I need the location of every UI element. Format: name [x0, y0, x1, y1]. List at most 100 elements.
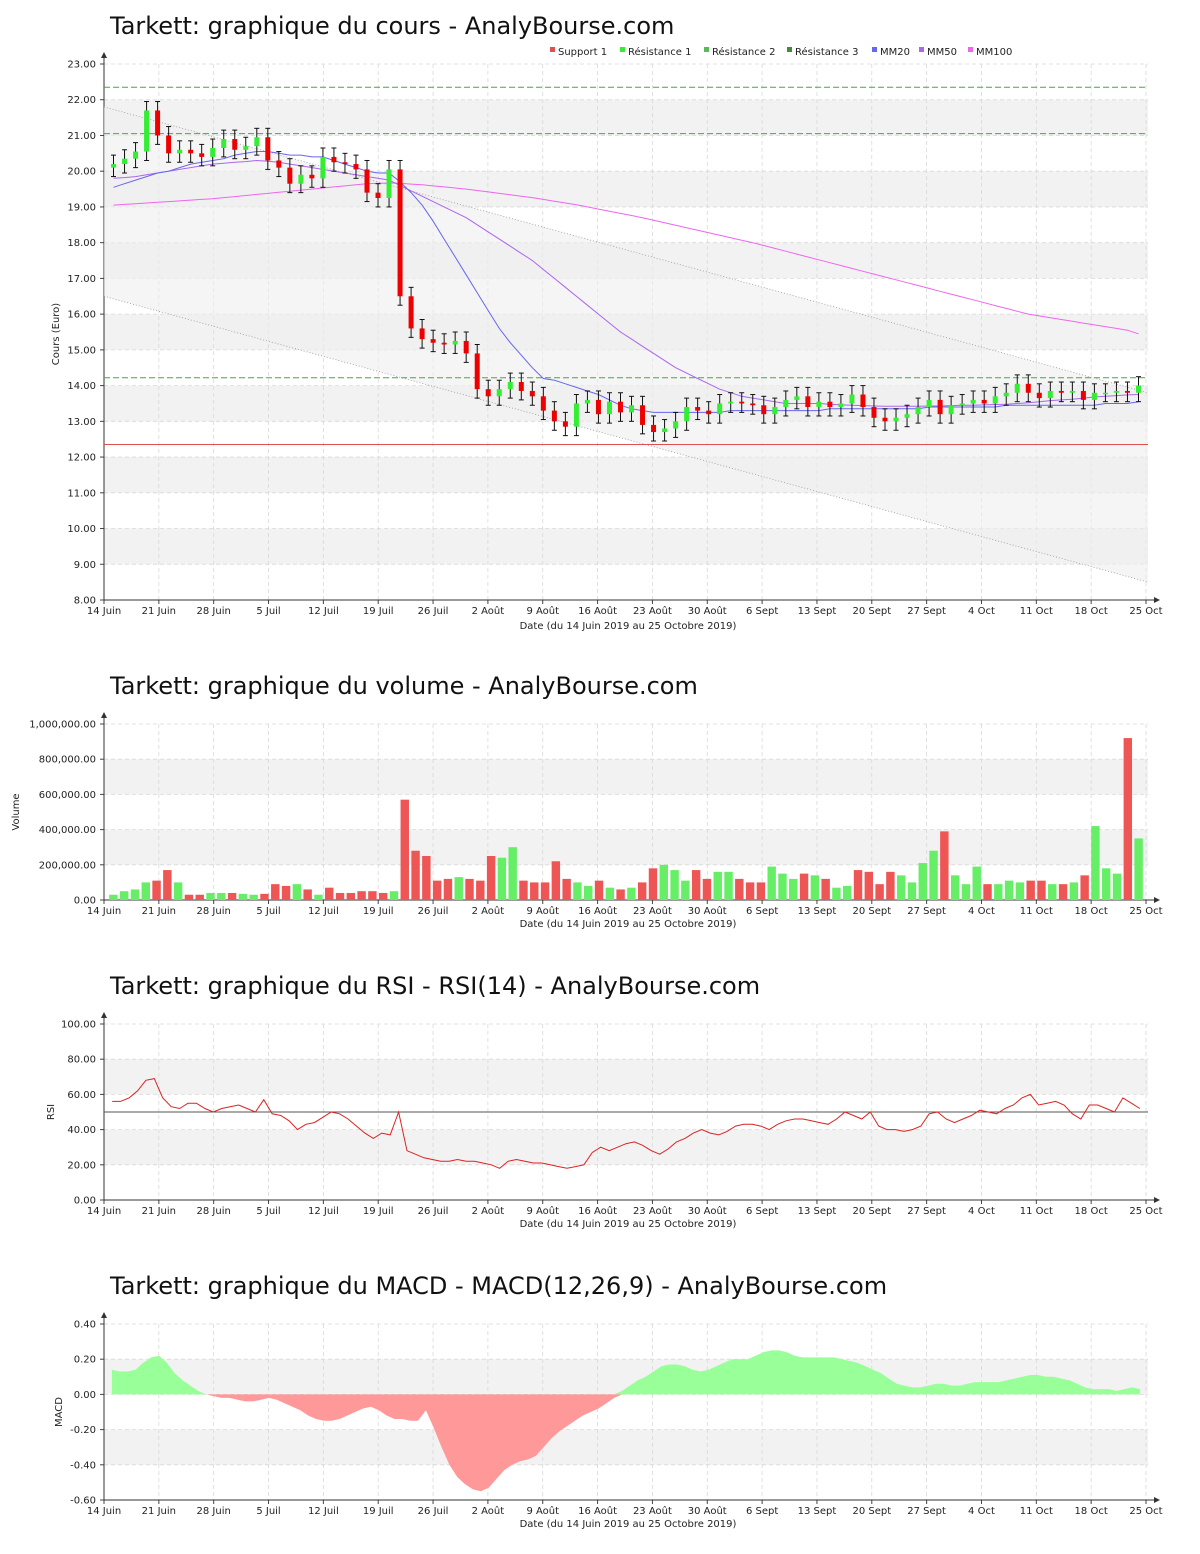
candle	[992, 386, 998, 413]
y-tick-label: 12.00	[67, 453, 96, 464]
rsi-y-axis-label: RSI	[46, 1104, 57, 1120]
y-tick-label: 0.20	[74, 1355, 96, 1366]
x-tick-label: 16 Août	[578, 605, 617, 617]
mm100-line	[113, 182, 1139, 335]
candle-body	[342, 162, 348, 165]
x-tick-label: 21 Juin	[142, 1206, 176, 1217]
candle-body	[210, 147, 216, 157]
candle-body	[254, 137, 260, 147]
x-tick-label: 23 Août	[633, 1205, 672, 1217]
volume-panel: Tarkett: graphique du volume - AnalyBour…	[11, 672, 1163, 930]
x-tick-label: 23 Août	[633, 905, 672, 917]
volume-bar	[789, 878, 798, 900]
volume-bar	[163, 870, 172, 900]
candle	[1113, 381, 1119, 403]
candle	[662, 419, 668, 442]
candle-body	[474, 353, 480, 390]
volume-bar	[497, 857, 507, 900]
volume-bar	[357, 891, 366, 900]
x-tick-label: 19 Juil	[363, 606, 394, 617]
volume-bar	[422, 856, 431, 900]
candle-body	[419, 328, 425, 340]
volume-x-axis-label: Date (du 14 Juin 2019 au 25 Octobre 2019…	[520, 919, 737, 930]
x-tick-label: 21 Juin	[142, 1506, 176, 1517]
legend-swatch	[620, 47, 625, 52]
volume-bar	[929, 850, 938, 900]
volume-y-axis-label: Volume	[11, 793, 22, 830]
y-tick-label: 13.00	[67, 417, 96, 428]
x-tick-label: 19 Juil	[363, 906, 394, 917]
candle	[496, 379, 502, 406]
candle	[221, 129, 227, 158]
x-tick-label: 12 Juil	[308, 1506, 339, 1517]
y-tick-label: 10.00	[67, 524, 96, 535]
candle-body	[298, 174, 304, 184]
candle-body	[673, 421, 679, 429]
candle-body	[717, 403, 723, 415]
candle-body	[783, 399, 789, 408]
x-tick-label: 20 Sept	[852, 606, 891, 617]
candle	[629, 395, 635, 422]
y-tick-label: 800,000.00	[39, 755, 96, 766]
rsi-panel: Tarkett: graphique du RSI - RSI(14) - An…	[46, 972, 1163, 1230]
candle-body	[992, 396, 998, 404]
candle-body	[937, 399, 943, 415]
candle-body	[617, 401, 623, 413]
candle-body	[1080, 390, 1086, 400]
volume-bar	[983, 884, 992, 900]
candle-body	[981, 399, 987, 404]
y-axis-arrow	[101, 712, 107, 718]
macd-panel: Tarkett: graphique du MACD - MACD(12,26,…	[54, 1272, 1163, 1530]
candle	[298, 165, 304, 194]
x-tick-label: 23 Août	[633, 1505, 672, 1517]
volume-bar	[1112, 873, 1122, 900]
candle	[419, 318, 425, 349]
x-tick-label: 18 Oct	[1075, 1206, 1108, 1217]
candle	[1014, 374, 1020, 403]
macd-x-axis-label: Date (du 14 Juin 2019 au 25 Octobre 2019…	[520, 1519, 737, 1530]
candle	[408, 286, 414, 338]
candle	[573, 394, 579, 437]
candle	[750, 394, 756, 415]
volume-bar	[724, 871, 733, 900]
volume-bar	[637, 882, 647, 900]
volume-bar	[961, 884, 971, 900]
volume-bar	[508, 847, 517, 900]
x-axis-arrow	[1154, 1197, 1160, 1203]
volume-bar	[119, 891, 129, 900]
candle	[695, 397, 701, 421]
band	[104, 99, 1148, 136]
y-tick-label: 14.00	[67, 381, 96, 392]
y-tick-label: 0.00	[74, 1390, 96, 1401]
candle	[717, 394, 723, 424]
candle	[562, 411, 568, 437]
candle	[353, 154, 359, 179]
candle	[1069, 381, 1075, 403]
x-tick-label: 25 Oct	[1129, 1206, 1162, 1217]
candle	[838, 394, 844, 417]
candle	[1047, 381, 1053, 408]
candle-body	[827, 401, 833, 408]
x-tick-label: 21 Juin	[142, 906, 176, 917]
volume-bar	[443, 878, 453, 900]
x-tick-label: 2 Août	[472, 1505, 505, 1517]
x-tick-label: 11 Oct	[1020, 906, 1053, 917]
candle	[430, 329, 436, 353]
candle-body	[915, 407, 921, 415]
y-tick-label: 9.00	[74, 560, 96, 571]
candle-body	[595, 399, 601, 415]
volume-bar	[584, 885, 593, 900]
y-tick-label: 20.00	[67, 167, 96, 178]
volume-bar	[173, 882, 183, 900]
y-tick-label: 0.40	[74, 1320, 96, 1331]
x-tick-label: 28 Juin	[197, 606, 231, 617]
candle-body	[111, 164, 117, 168]
volume-bar	[875, 884, 884, 900]
x-tick-label: 13 Sept	[798, 606, 837, 617]
volume-bar	[141, 882, 150, 900]
legend-swatch	[787, 47, 792, 52]
candle-body	[452, 340, 458, 345]
candle-body	[166, 135, 172, 154]
y-tick-label: -0.20	[70, 1425, 96, 1436]
candle-body	[562, 421, 568, 427]
